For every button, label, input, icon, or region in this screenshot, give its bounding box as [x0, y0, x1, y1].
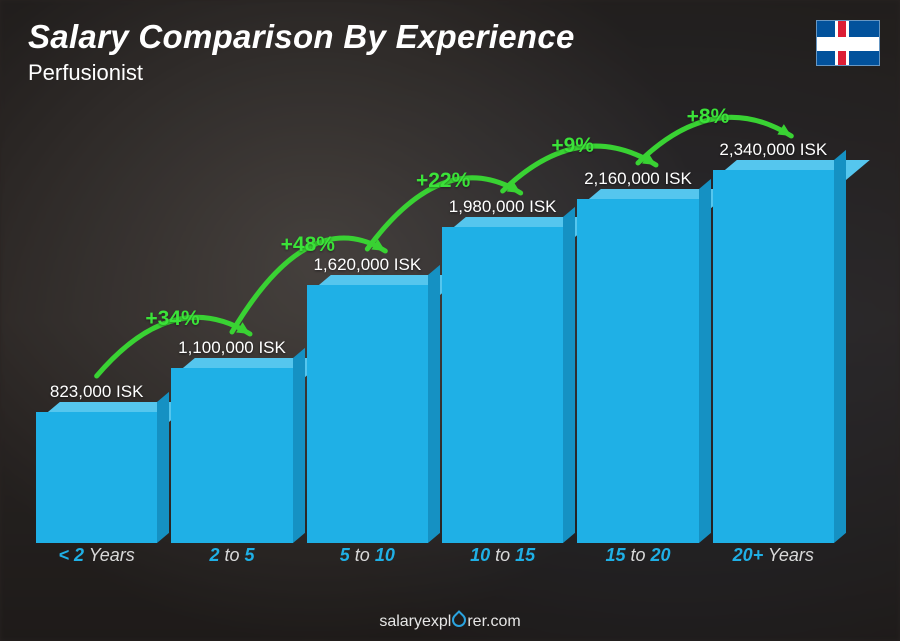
- bar-value-label: 2,160,000 ISK: [584, 169, 692, 189]
- bar: [171, 368, 292, 543]
- header: Salary Comparison By Experience Perfusio…: [28, 18, 575, 86]
- bar-column: 823,000 ISK: [36, 382, 157, 543]
- bar-column: 1,100,000 ISK: [171, 338, 292, 543]
- bar-value-label: 2,340,000 ISK: [719, 140, 827, 160]
- bar-column: 1,620,000 ISK: [307, 255, 428, 543]
- x-axis-label: 15 to 20: [577, 545, 698, 571]
- bar-value-label: 1,100,000 ISK: [178, 338, 286, 358]
- x-axis-label: 10 to 15: [442, 545, 563, 571]
- bar-value-label: 1,620,000 ISK: [313, 255, 421, 275]
- bar-column: 2,340,000 ISK: [713, 140, 834, 543]
- footer: salaryexpl rer.com: [0, 612, 900, 631]
- x-axis-label: 5 to 10: [307, 545, 428, 571]
- bar: [577, 199, 698, 543]
- bar-value-label: 1,980,000 ISK: [449, 197, 557, 217]
- bar: [307, 285, 428, 543]
- x-axis-label: 20+ Years: [713, 545, 834, 571]
- bar-chart: 823,000 ISK 1,100,000 ISK 1,620,000 ISK 1,9…: [30, 110, 840, 571]
- chart-title: Salary Comparison By Experience: [28, 18, 575, 56]
- flag-iceland: [816, 20, 880, 66]
- footer-text-prefix: salaryexpl: [379, 613, 451, 630]
- footer-text-suffix: rer.com: [467, 613, 520, 630]
- x-axis-label: < 2 Years: [36, 545, 157, 571]
- x-axis: < 2 Years 2 to 5 5 to 10 10 to 15 15 to 20 20…: [30, 545, 840, 571]
- bar-column: 1,980,000 ISK: [442, 197, 563, 543]
- bar-value-label: 823,000 ISK: [50, 382, 144, 402]
- x-axis-label: 2 to 5: [171, 545, 292, 571]
- bar-column: 2,160,000 ISK: [577, 169, 698, 543]
- bar: [442, 227, 563, 543]
- bars-container: 823,000 ISK 1,100,000 ISK 1,620,000 ISK 1,9…: [30, 110, 840, 543]
- chart-subtitle: Perfusionist: [28, 60, 575, 86]
- bar: [713, 170, 834, 543]
- bar: [36, 412, 157, 543]
